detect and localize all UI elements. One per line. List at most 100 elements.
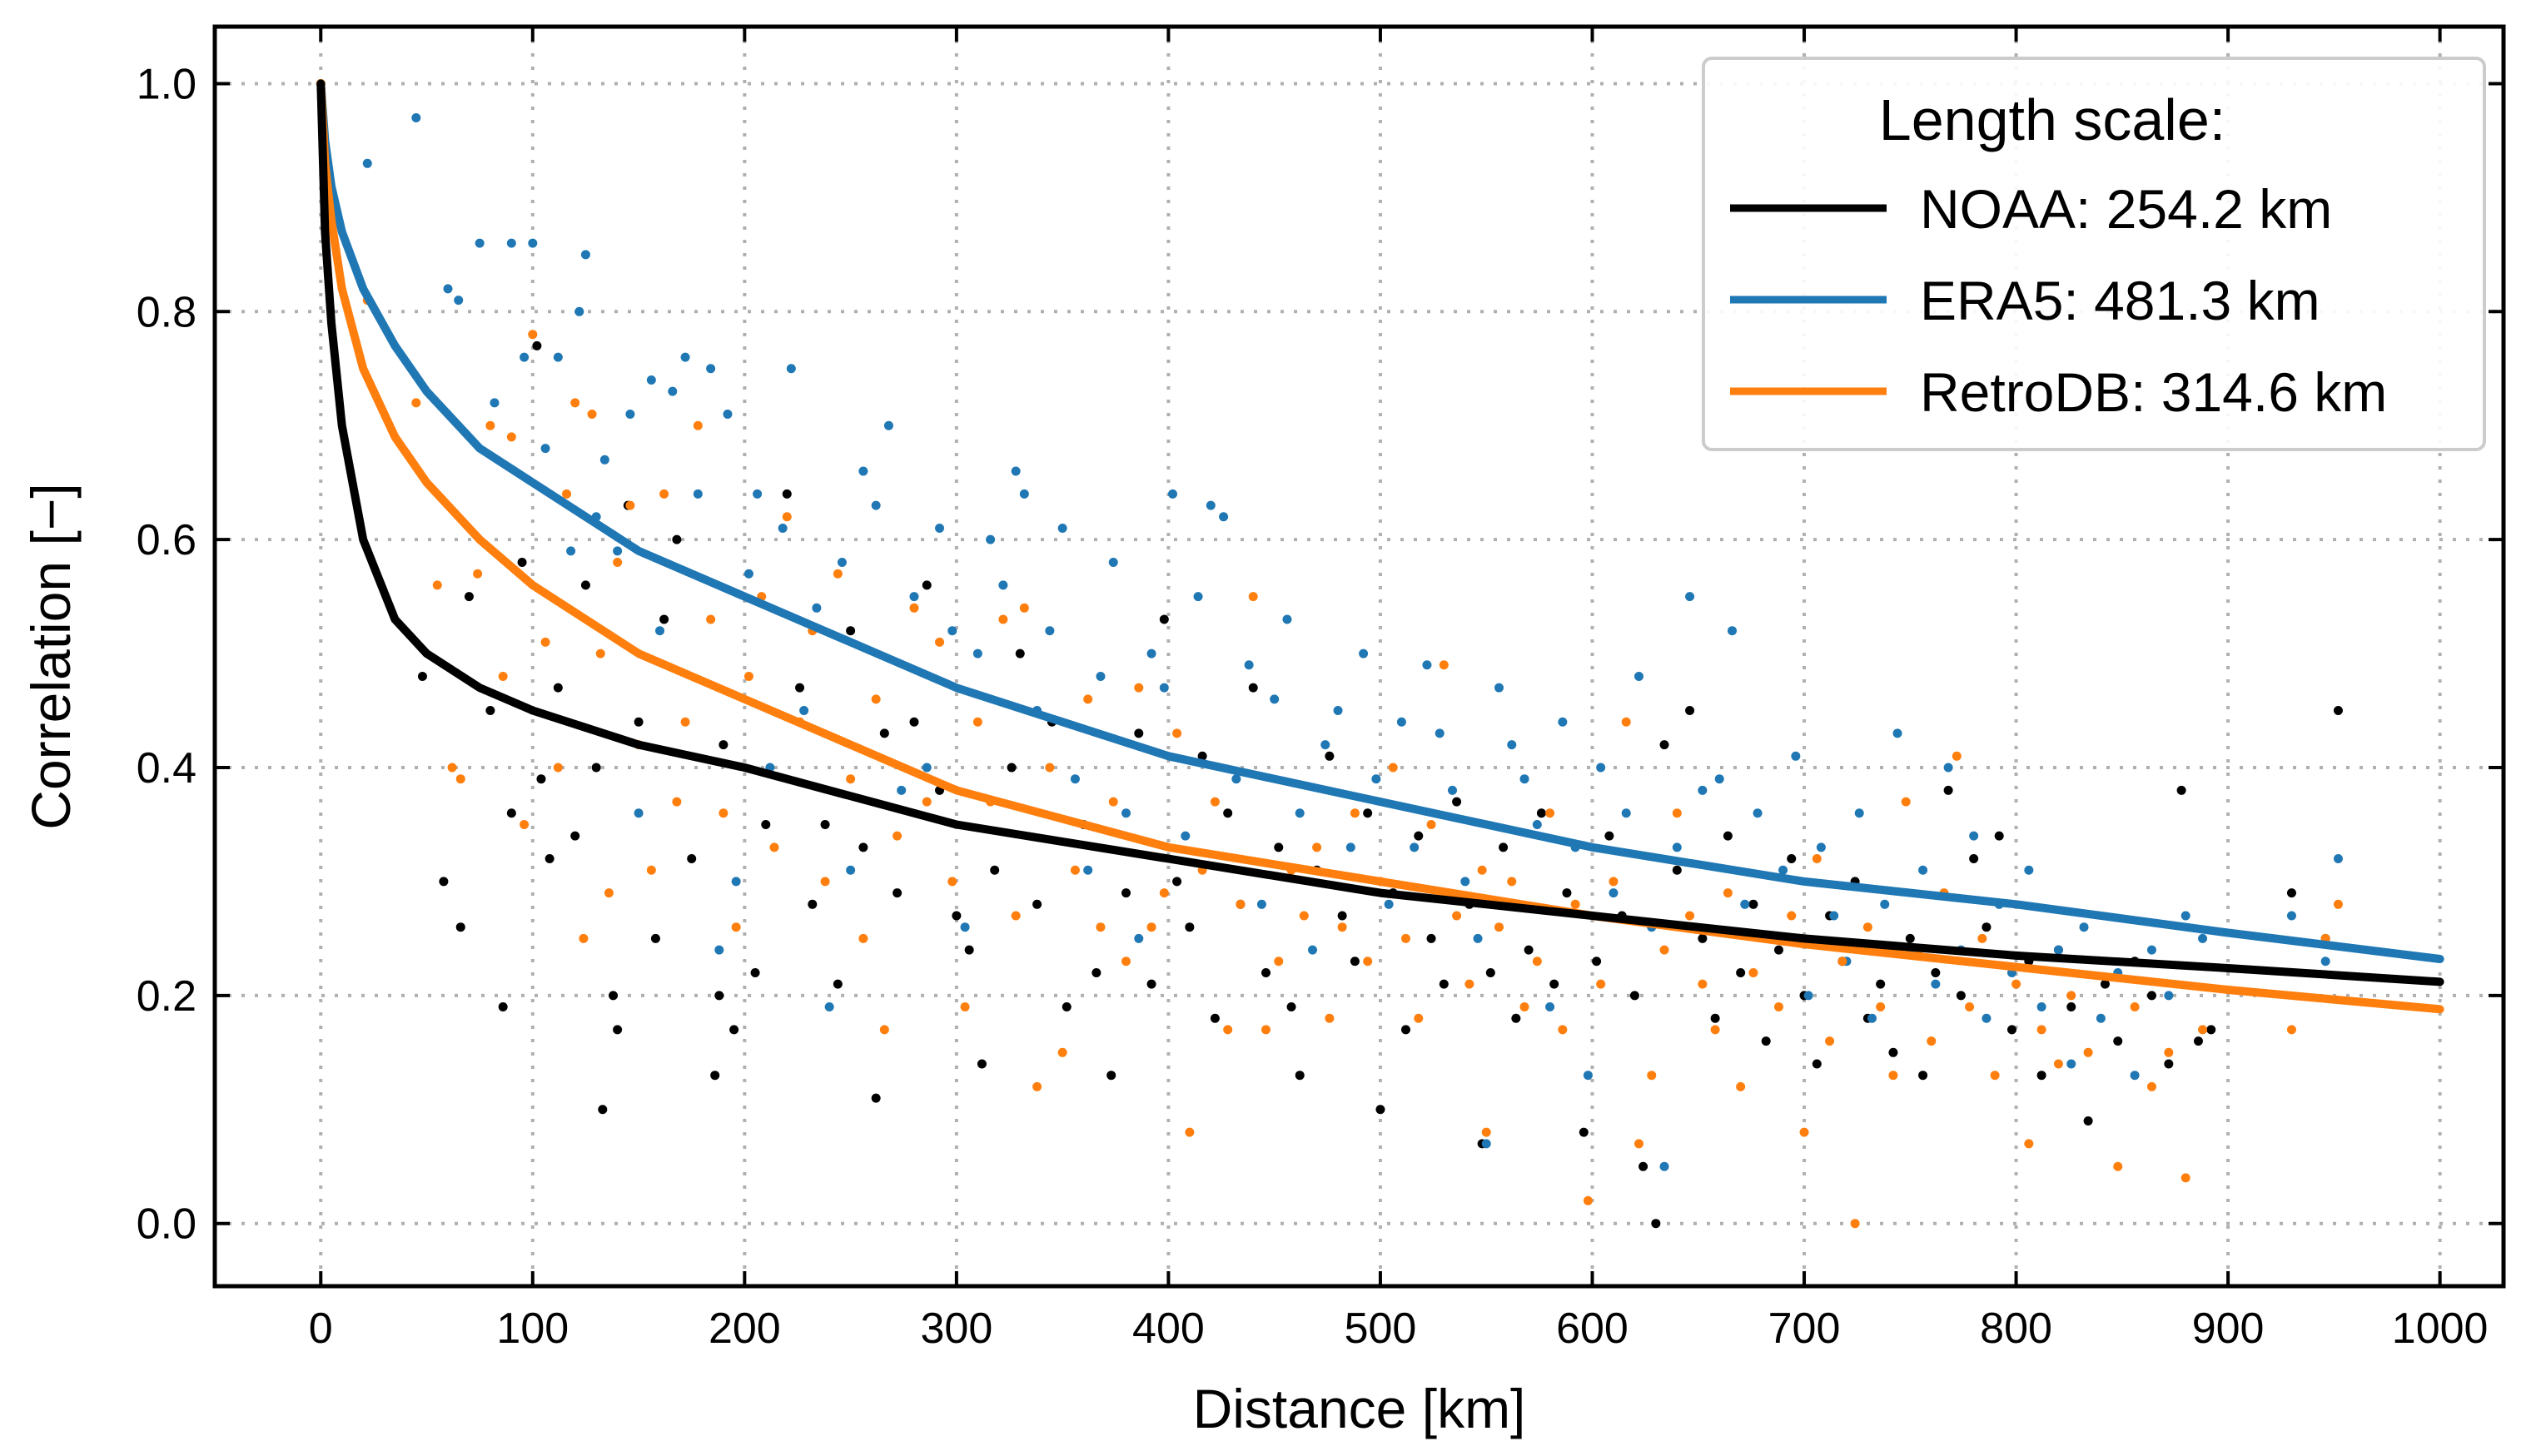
scatter-points	[316, 78, 2343, 1229]
scatter-point-retrodb	[613, 558, 623, 568]
scatter-point-noaa	[1261, 967, 1271, 977]
scatter-point-noaa	[2100, 979, 2110, 989]
scatter-point-retrodb	[1108, 797, 1118, 807]
scatter-point-retrodb	[1799, 1127, 1809, 1137]
scatter-point-retrodb	[893, 831, 903, 841]
scatter-point-noaa	[580, 580, 590, 590]
scatter-point-era5	[909, 592, 919, 602]
scatter-point-era5	[2286, 911, 2296, 921]
scatter-point-noaa	[1736, 967, 1746, 977]
scatter-point-retrodb	[1032, 1081, 1042, 1091]
scatter-point-era5	[1270, 694, 1280, 704]
scatter-point-era5	[1621, 808, 1631, 818]
scatter-point-noaa	[2193, 1036, 2203, 1046]
scatter-point-retrodb	[1659, 945, 1669, 955]
scatter-point-noaa	[1159, 614, 1169, 624]
scatter-point-retrodb	[2053, 1059, 2063, 1069]
scatter-point-retrodb	[411, 398, 421, 408]
scatter-point-era5	[1634, 671, 1643, 681]
scatter-point-retrodb	[1312, 842, 1322, 852]
scatter-point-noaa	[2113, 1036, 2123, 1046]
scatter-point-noaa	[439, 877, 449, 887]
scatter-point-retrodb	[1621, 717, 1631, 727]
scatter-point-era5	[2053, 945, 2063, 955]
scatter-point-retrodb	[782, 512, 792, 522]
scatter-point-era5	[972, 648, 982, 658]
x-tick-label: 200	[709, 1304, 781, 1353]
scatter-point-retrodb	[2333, 899, 2343, 909]
scatter-point-era5	[520, 352, 530, 362]
scatter-point-era5	[443, 284, 453, 294]
scatter-point-era5	[897, 785, 907, 795]
scatter-point-era5	[1045, 626, 1055, 636]
scatter-point-noaa	[1956, 991, 1966, 1001]
scatter-point-noaa	[909, 717, 919, 727]
scatter-point-era5	[871, 500, 881, 510]
scatter-point-retrodb	[743, 671, 753, 681]
scatter-point-retrodb	[540, 637, 550, 647]
scatter-point-retrodb	[1414, 1013, 1424, 1023]
legend-label-era5: ERA5: 481.3 km	[1920, 270, 2320, 331]
scatter-point-noaa	[1787, 854, 1797, 864]
scatter-point-noaa	[1032, 899, 1042, 909]
scatter-point-noaa	[1121, 888, 1131, 898]
scatter-point-era5	[2164, 991, 2174, 1001]
y-tick-label: 0.2	[137, 972, 196, 1021]
scatter-point-retrodb	[1083, 694, 1093, 704]
scatter-point-retrodb	[1172, 728, 1182, 738]
scatter-point-retrodb	[1507, 877, 1517, 887]
scatter-point-noaa	[820, 819, 830, 829]
scatter-point-noaa	[2066, 1002, 2076, 1012]
scatter-point-noaa	[2176, 785, 2186, 795]
scatter-point-retrodb	[1057, 1047, 1067, 1057]
scatter-point-retrodb	[2198, 1025, 2208, 1035]
scatter-point-noaa	[858, 842, 868, 852]
scatter-point-era5	[1159, 683, 1169, 693]
scatter-point-retrodb	[562, 489, 572, 499]
scatter-point-noaa	[1524, 945, 1534, 955]
axis-ticks: 0 100 200 300 400 500 600 700 800 900 1000 0.0 0.2 0.…	[137, 27, 2504, 1353]
scatter-point-era5	[1816, 842, 1826, 852]
scatter-point-retrodb	[1583, 1195, 1593, 1205]
scatter-point-retrodb	[820, 877, 830, 887]
scatter-point-noaa	[1698, 933, 1708, 943]
scatter-point-retrodb	[579, 933, 589, 943]
scatter-point-noaa	[1452, 797, 1462, 807]
scatter-point-era5	[824, 1002, 834, 1012]
scatter-point-era5	[1096, 671, 1106, 681]
scatter-point-era5	[1019, 489, 1029, 499]
scatter-point-noaa	[1905, 933, 1915, 943]
scatter-point-noaa	[2286, 888, 2296, 898]
scatter-point-era5	[1168, 489, 1178, 499]
scatter-point-retrodb	[1773, 1002, 1783, 1012]
scatter-point-noaa	[922, 580, 932, 590]
scatter-point-era5	[1672, 842, 1682, 852]
scatter-point-noaa	[761, 819, 771, 829]
scatter-point-era5	[646, 375, 656, 385]
scatter-point-retrodb	[947, 877, 957, 887]
x-tick-label: 0	[309, 1304, 333, 1353]
scatter-point-noaa	[1062, 1002, 1072, 1012]
scatter-point-noaa	[1536, 808, 1546, 818]
scatter-point-noaa	[2006, 1025, 2016, 1035]
scatter-point-era5	[714, 945, 724, 955]
scatter-point-era5	[1791, 751, 1801, 761]
x-axis-title: Distance [km]	[1193, 1378, 1526, 1439]
scatter-point-era5	[799, 706, 809, 716]
scatter-point-retrodb	[1337, 922, 1347, 932]
scatter-point-retrodb	[553, 763, 563, 773]
scatter-point-retrodb	[1426, 819, 1436, 829]
scatter-point-retrodb	[1888, 1071, 1898, 1081]
x-tick-label: 1000	[2392, 1304, 2489, 1353]
scatter-point-noaa	[1876, 979, 1886, 989]
scatter-point-era5	[1460, 877, 1470, 887]
scatter-point-retrodb	[1837, 957, 1847, 967]
scatter-point-retrodb	[846, 774, 856, 784]
scatter-point-noaa	[1672, 865, 1682, 875]
scatter-point-era5	[1057, 523, 1067, 533]
scatter-point-noaa	[1172, 877, 1182, 887]
scatter-point-era5	[1918, 865, 1928, 875]
scatter-point-era5	[1685, 592, 1695, 602]
scatter-point-noaa	[517, 558, 527, 568]
